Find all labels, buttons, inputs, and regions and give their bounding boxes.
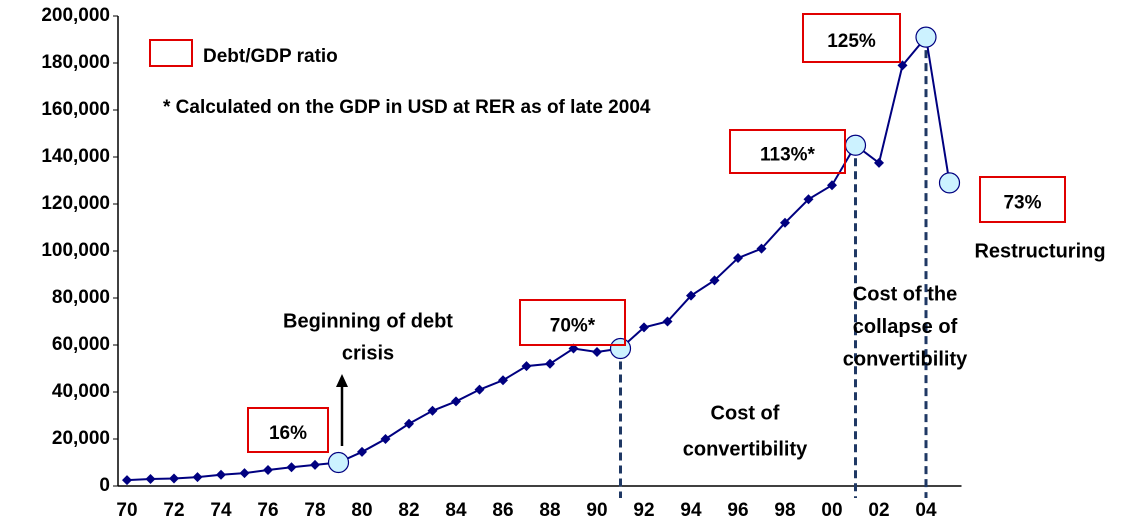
y-tick-label: 100,000 <box>41 240 110 261</box>
point <box>122 475 132 486</box>
point <box>733 253 743 264</box>
ratio-box <box>979 176 1066 223</box>
highlight-point <box>915 26 937 48</box>
point <box>521 361 532 372</box>
legend-label: Debt/GDP ratio <box>203 46 338 67</box>
x-tick-label: 86 <box>492 500 513 521</box>
ratio-label: 73% <box>1003 193 1041 214</box>
point <box>216 469 226 480</box>
annotation: Restructuring <box>974 240 1105 262</box>
annotation: collapse of <box>853 316 958 338</box>
annotation: Beginning of debt <box>283 310 453 332</box>
legend-swatch <box>149 39 193 67</box>
point <box>239 468 250 479</box>
x-tick-label: 02 <box>868 500 889 521</box>
point <box>662 316 673 327</box>
x-tick-label: 92 <box>633 500 654 521</box>
point <box>427 405 438 416</box>
x-tick-label: 04 <box>915 500 937 521</box>
highlight-point <box>327 451 350 474</box>
point <box>404 418 414 429</box>
x-tick-label: 94 <box>680 500 702 521</box>
point <box>545 358 555 369</box>
ratio-box <box>519 299 626 346</box>
point <box>686 290 696 301</box>
y-tick-label: 200,000 <box>41 5 110 26</box>
x-tick-label: 84 <box>445 500 467 521</box>
point <box>803 194 814 205</box>
y-tick-label: 180,000 <box>41 52 110 73</box>
point <box>874 157 884 168</box>
point <box>145 473 156 484</box>
arrow-head <box>336 374 348 387</box>
highlight-point <box>844 134 867 156</box>
x-tick-label: 76 <box>257 500 278 521</box>
point <box>639 322 649 333</box>
ratio-box <box>247 407 329 453</box>
point <box>286 462 297 473</box>
point <box>192 472 203 483</box>
point <box>592 347 602 358</box>
annotation: Cost of the <box>853 283 957 305</box>
x-tick-label: 72 <box>163 500 184 521</box>
ratio-label: 125% <box>827 31 876 52</box>
point <box>357 446 367 457</box>
ratio-label: 70%* <box>550 316 596 337</box>
highlight-point <box>609 337 632 360</box>
y-tick-label: 60,000 <box>52 334 110 355</box>
x-tick-label: 82 <box>398 500 419 521</box>
y-tick-label: 40,000 <box>52 381 110 402</box>
point <box>780 217 790 228</box>
ratio-label: 16% <box>269 423 307 444</box>
ratio-label: 113%* <box>760 145 816 166</box>
point <box>310 459 320 470</box>
x-tick-label: 96 <box>727 500 748 521</box>
x-tick-label: 78 <box>304 500 325 521</box>
x-tick-label: 74 <box>210 500 232 521</box>
annotation: crisis <box>342 342 394 364</box>
point <box>474 384 485 395</box>
y-tick-label: 160,000 <box>41 99 110 120</box>
y-tick-label: 20,000 <box>52 428 110 449</box>
y-tick-label: 120,000 <box>41 193 110 214</box>
y-tick-label: 80,000 <box>52 287 110 308</box>
ratio-box <box>729 129 846 174</box>
point <box>756 243 767 254</box>
x-tick-label: 70 <box>116 500 137 521</box>
point <box>498 375 508 386</box>
x-tick-label: 98 <box>774 500 795 521</box>
footnote: * Calculated on the GDP in USD at RER as… <box>163 97 651 118</box>
ratio-box <box>802 13 901 63</box>
point <box>568 343 579 354</box>
annotation: convertibility <box>683 438 808 460</box>
annotation: convertibility <box>843 348 968 370</box>
point <box>169 473 179 484</box>
x-tick-label: 80 <box>351 500 372 521</box>
point <box>827 180 837 191</box>
point <box>451 396 461 407</box>
annotation: Cost of <box>711 402 780 424</box>
x-tick-label: 88 <box>539 500 560 521</box>
x-tick-label: 90 <box>586 500 607 521</box>
y-tick-label: 140,000 <box>41 146 110 167</box>
point <box>380 434 391 444</box>
point <box>709 275 720 286</box>
y-tick-label: 0 <box>99 475 110 496</box>
point <box>263 465 273 476</box>
highlight-point <box>938 172 961 194</box>
x-tick-label: 00 <box>821 500 842 521</box>
